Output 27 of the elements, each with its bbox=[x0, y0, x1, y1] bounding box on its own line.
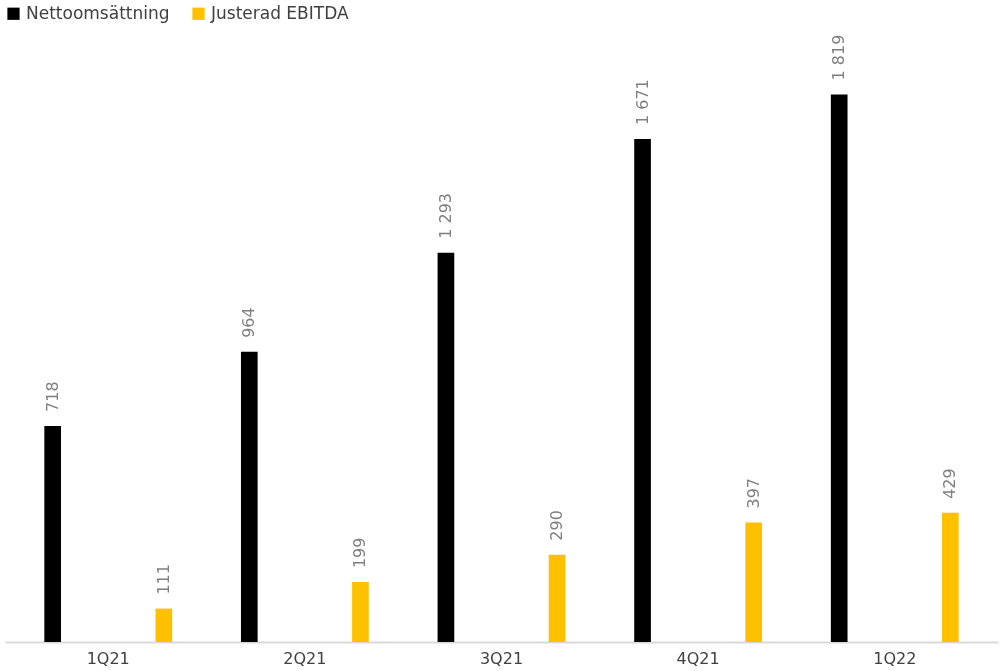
data-label: 1 819 bbox=[829, 34, 849, 81]
bar bbox=[44, 425, 61, 642]
x-tick-label: 4Q21 bbox=[676, 648, 720, 668]
legend-label: Justerad EBITDA bbox=[210, 2, 349, 23]
x-tick-label: 1Q21 bbox=[86, 648, 130, 668]
bar bbox=[634, 139, 651, 642]
data-label: 718 bbox=[42, 381, 62, 412]
bar bbox=[240, 351, 258, 642]
data-label: 199 bbox=[350, 537, 370, 569]
x-tick-label: 3Q21 bbox=[479, 648, 524, 668]
data-label: 111 bbox=[153, 564, 173, 595]
bar bbox=[155, 608, 173, 642]
data-label: 397 bbox=[743, 477, 763, 509]
bar bbox=[830, 94, 848, 642]
bar bbox=[548, 554, 566, 642]
data-label: 1 293 bbox=[435, 192, 455, 239]
bar bbox=[745, 522, 763, 642]
data-label: 964 bbox=[239, 307, 259, 338]
legend-label: Nettoomsättning bbox=[26, 2, 170, 23]
x-tick-label: 2Q21 bbox=[283, 648, 327, 668]
x-tick-label: 1Q22 bbox=[873, 648, 917, 668]
bar bbox=[437, 252, 455, 642]
data-label: 1 671 bbox=[632, 79, 652, 126]
bar bbox=[352, 582, 369, 642]
bar bbox=[942, 512, 959, 642]
data-label: 429 bbox=[940, 468, 960, 499]
data-label: 290 bbox=[547, 510, 567, 541]
